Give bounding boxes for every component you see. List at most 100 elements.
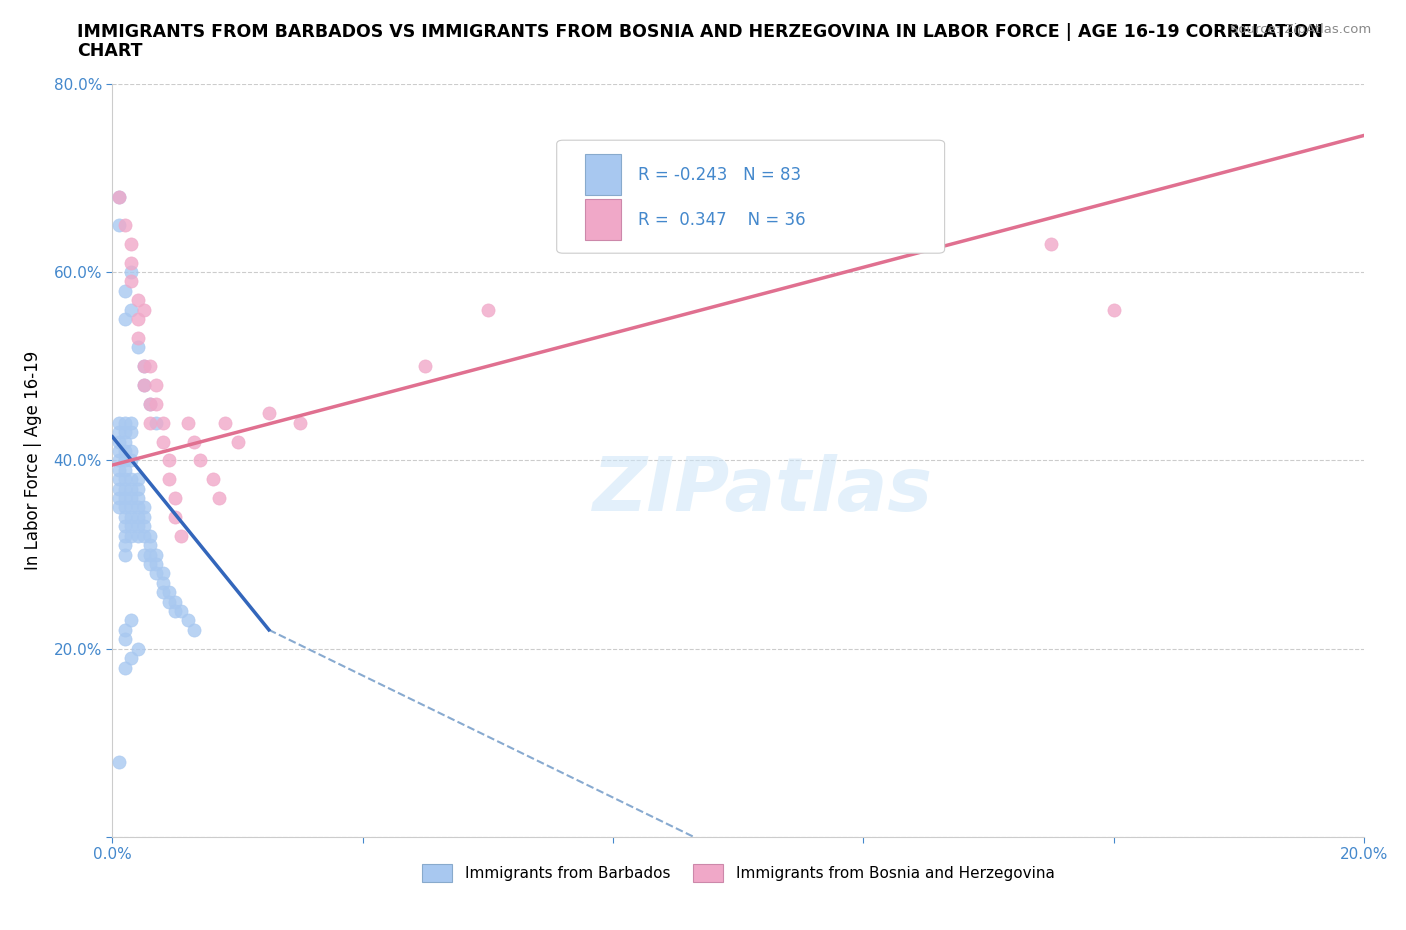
Point bbox=[139, 359, 162, 374]
Point bbox=[152, 585, 174, 600]
Point bbox=[107, 491, 129, 506]
Point bbox=[157, 585, 180, 600]
Point bbox=[127, 472, 149, 486]
Point bbox=[226, 434, 249, 449]
Point bbox=[163, 510, 186, 525]
FancyBboxPatch shape bbox=[585, 199, 620, 240]
Point bbox=[163, 491, 186, 506]
Point bbox=[120, 255, 142, 270]
Point bbox=[120, 302, 142, 317]
Text: IMMIGRANTS FROM BARBADOS VS IMMIGRANTS FROM BOSNIA AND HERZEGOVINA IN LABOR FORC: IMMIGRANTS FROM BARBADOS VS IMMIGRANTS F… bbox=[77, 23, 1323, 41]
Point bbox=[127, 330, 149, 345]
Point bbox=[127, 312, 149, 326]
Point bbox=[114, 660, 136, 675]
Point bbox=[127, 293, 149, 308]
FancyBboxPatch shape bbox=[557, 140, 945, 253]
Point bbox=[114, 444, 136, 458]
Point bbox=[157, 472, 180, 486]
Point bbox=[120, 274, 142, 289]
Point bbox=[107, 190, 129, 205]
Point bbox=[132, 302, 155, 317]
Point bbox=[1039, 236, 1063, 251]
Point bbox=[114, 481, 136, 496]
Point bbox=[120, 651, 142, 666]
Point bbox=[120, 415, 142, 430]
Point bbox=[114, 218, 136, 232]
Point bbox=[114, 519, 136, 534]
Legend: Immigrants from Barbados, Immigrants from Bosnia and Herzegovina: Immigrants from Barbados, Immigrants fro… bbox=[422, 865, 1054, 882]
Point bbox=[145, 415, 167, 430]
Point bbox=[120, 264, 142, 279]
Point bbox=[127, 510, 149, 525]
Point bbox=[120, 444, 142, 458]
Point bbox=[477, 302, 499, 317]
Point bbox=[107, 444, 129, 458]
Point bbox=[1102, 302, 1125, 317]
Point bbox=[114, 284, 136, 299]
Point bbox=[157, 594, 180, 609]
Point bbox=[132, 500, 155, 515]
Point bbox=[127, 491, 149, 506]
Point bbox=[114, 425, 136, 440]
Point bbox=[145, 547, 167, 562]
Point bbox=[145, 565, 167, 580]
Point bbox=[188, 453, 211, 468]
Point bbox=[114, 462, 136, 477]
Point bbox=[114, 312, 136, 326]
Point bbox=[107, 415, 129, 430]
Text: R =  0.347    N = 36: R = 0.347 N = 36 bbox=[638, 211, 806, 229]
Point bbox=[201, 472, 224, 486]
Point bbox=[107, 462, 129, 477]
Point bbox=[114, 434, 136, 449]
Point bbox=[139, 415, 162, 430]
Point bbox=[120, 528, 142, 543]
Point bbox=[170, 604, 193, 618]
Point bbox=[127, 340, 149, 355]
Point bbox=[132, 528, 155, 543]
Point bbox=[127, 519, 149, 534]
Point bbox=[415, 359, 437, 374]
Point bbox=[157, 453, 180, 468]
Point bbox=[107, 434, 129, 449]
Point bbox=[145, 556, 167, 571]
Point bbox=[127, 481, 149, 496]
Point bbox=[183, 622, 205, 637]
Point bbox=[139, 528, 162, 543]
Text: ZIPatlas: ZIPatlas bbox=[593, 454, 934, 527]
Point bbox=[114, 538, 136, 552]
Text: R = -0.243   N = 83: R = -0.243 N = 83 bbox=[638, 166, 801, 184]
Text: CHART: CHART bbox=[77, 42, 143, 60]
Point bbox=[214, 415, 236, 430]
Point bbox=[139, 396, 162, 411]
Point bbox=[127, 500, 149, 515]
Point bbox=[107, 472, 129, 486]
Point bbox=[114, 528, 136, 543]
Point bbox=[120, 500, 142, 515]
Point bbox=[114, 491, 136, 506]
Point bbox=[114, 415, 136, 430]
Y-axis label: In Labor Force | Age 16-19: In Labor Force | Age 16-19 bbox=[24, 351, 42, 570]
Point bbox=[152, 565, 174, 580]
Point bbox=[107, 425, 129, 440]
Point bbox=[152, 434, 174, 449]
Point bbox=[114, 622, 136, 637]
Point bbox=[120, 613, 142, 628]
Point bbox=[107, 500, 129, 515]
Point bbox=[152, 576, 174, 591]
Point bbox=[132, 359, 155, 374]
Point bbox=[170, 528, 193, 543]
Point bbox=[114, 500, 136, 515]
Point bbox=[114, 631, 136, 646]
Point bbox=[257, 405, 280, 420]
Point bbox=[107, 481, 129, 496]
Point bbox=[114, 547, 136, 562]
FancyBboxPatch shape bbox=[585, 153, 620, 195]
Point bbox=[290, 415, 312, 430]
Point bbox=[139, 556, 162, 571]
Point bbox=[132, 519, 155, 534]
Point bbox=[163, 604, 186, 618]
Point bbox=[208, 491, 231, 506]
Point bbox=[120, 491, 142, 506]
Point bbox=[120, 425, 142, 440]
Point bbox=[132, 547, 155, 562]
